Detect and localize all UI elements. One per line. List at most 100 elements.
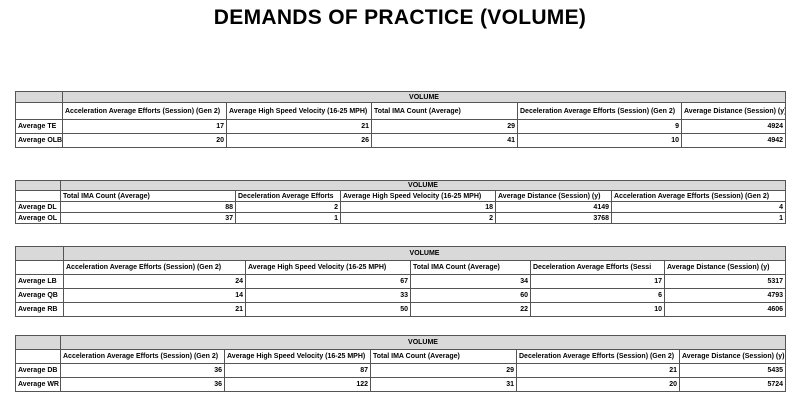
table-cell: 5724	[678, 377, 787, 392]
table-cell: 34	[410, 274, 531, 289]
column-header: Average High Speed Velocity (16-25 MPH)	[226, 102, 372, 120]
table-cell: 31	[370, 377, 517, 392]
column-header: Total IMA Count (Average)	[370, 349, 517, 364]
table-cell: 9	[517, 119, 682, 134]
table-cell: 1	[235, 212, 341, 224]
table-cell: 3768	[495, 212, 612, 224]
table-cell: 21	[516, 363, 680, 378]
column-header: Deceleration Average Efforts (Session) (…	[517, 102, 682, 120]
column-header: Acceleration Average Efforts (Session) (…	[63, 260, 246, 275]
table-spacer	[15, 180, 61, 191]
table-cell: 4793	[663, 288, 787, 303]
table-cell: 87	[224, 363, 371, 378]
table-caption: VOLUME	[59, 335, 787, 350]
column-header: Deceleration Average Efforts (Session) (…	[516, 349, 680, 364]
row-label: Average QB	[15, 288, 64, 303]
table-cell: 4149	[495, 201, 612, 213]
table-row: Average DL 88 2 18 4149 4	[15, 201, 787, 213]
table-cell: 4	[610, 201, 787, 213]
table-cell: 18	[340, 201, 496, 213]
table-cell: 88	[60, 201, 236, 213]
table-cell: 2	[235, 201, 341, 213]
table-spacer	[15, 335, 61, 350]
row-label: Average WR	[15, 377, 61, 392]
table-cell: 10	[530, 302, 665, 317]
header-corner	[15, 260, 64, 275]
column-header: Average High Speed Velocity (16-25 MPH)	[340, 190, 496, 202]
volume-table-lb-qb-rb: VOLUME Acceleration Average Efforts (Ses…	[15, 246, 787, 317]
table-spacer	[15, 91, 63, 103]
column-header: Deceleration Average Efforts	[235, 190, 341, 202]
header-corner	[15, 349, 61, 364]
column-header: Average Distance (Session) (y)	[495, 190, 612, 202]
table-spacer	[15, 246, 64, 261]
table-cell: 37	[60, 212, 236, 224]
table-cell: 29	[370, 363, 517, 378]
page-title: DEMANDS OF PRACTICE (VOLUME)	[213, 6, 587, 29]
column-header: Total IMA Count (Average)	[410, 260, 531, 275]
table-row: Average OL 37 1 2 3768 1	[15, 212, 787, 224]
table-cell: 33	[245, 288, 411, 303]
row-label: Average RB	[15, 302, 64, 317]
row-label: Average OL	[15, 212, 61, 224]
table-cell: 5435	[678, 363, 787, 378]
column-header: Average Distance (Session) (y)	[678, 349, 787, 364]
table-row: Average OLB 20 26 41 10 4942	[15, 133, 787, 148]
table-cell: 4606	[663, 302, 787, 317]
row-label: Average OLB	[15, 133, 63, 148]
column-header: Average High Speed Velocity (16-25 MPH)	[245, 260, 411, 275]
row-label: Average TE	[15, 119, 63, 134]
column-header: Average Distance (Session) (y)	[680, 102, 787, 120]
volume-table-dl-ol: VOLUME Total IMA Count (Average) Deceler…	[15, 180, 787, 224]
table-caption: VOLUME	[61, 91, 787, 103]
table-caption: VOLUME	[62, 246, 787, 261]
table-cell: 36	[60, 363, 225, 378]
table-row: Average TE 17 21 29 9 4924	[15, 119, 787, 134]
volume-table-db-wr: VOLUME Acceleration Average Efforts (Ses…	[15, 335, 787, 392]
table-row: Average WR 36 122 31 20 5724	[15, 377, 787, 392]
table-caption: VOLUME	[59, 180, 787, 191]
column-header: Deceleration Average Efforts (Sessi	[530, 260, 665, 275]
table-cell: 2	[340, 212, 496, 224]
table-cell: 22	[410, 302, 531, 317]
table-cell: 24	[63, 274, 246, 289]
table-cell: 60	[410, 288, 531, 303]
row-label: Average LB	[15, 274, 64, 289]
row-label: Average DL	[15, 201, 61, 213]
table-cell: 10	[517, 133, 682, 148]
table-cell: 17	[62, 119, 227, 134]
header-corner	[15, 102, 63, 120]
table-cell: 29	[371, 119, 518, 134]
table-cell: 20	[62, 133, 227, 148]
table-cell: 1	[610, 212, 787, 224]
table-cell: 41	[371, 133, 518, 148]
table-row: Average LB 24 67 34 17 5317	[15, 274, 787, 289]
table-row: Average QB 14 33 60 6 4793	[15, 288, 787, 303]
table-cell: 50	[245, 302, 411, 317]
column-header: Acceleration Average Efforts (Session) (…	[610, 190, 787, 202]
column-header: Total IMA Count (Average)	[60, 190, 236, 202]
table-cell: 6	[530, 288, 665, 303]
table-cell: 4942	[680, 133, 787, 148]
table-cell: 26	[226, 133, 372, 148]
column-header: Acceleration Average Efforts (Session) (…	[60, 349, 225, 364]
table-cell: 20	[516, 377, 680, 392]
table-cell: 4924	[680, 119, 787, 134]
row-label: Average DB	[15, 363, 61, 378]
column-header: Average High Speed Velocity (16-25 MPH)	[224, 349, 371, 364]
table-cell: 36	[60, 377, 225, 392]
table-cell: 14	[63, 288, 246, 303]
table-cell: 67	[245, 274, 411, 289]
header-corner	[15, 190, 61, 202]
table-row: Average RB 21 50 22 10 4606	[15, 302, 787, 317]
table-cell: 122	[224, 377, 371, 392]
volume-table-te-olb: VOLUME Acceleration Average Efforts (Ses…	[15, 91, 787, 148]
table-cell: 17	[530, 274, 665, 289]
table-cell: 5317	[663, 274, 787, 289]
column-header: Average Distance (Session) (y)	[663, 260, 787, 275]
column-header: Acceleration Average Efforts (Session) (…	[62, 102, 227, 120]
table-row: Average DB 36 87 29 21 5435	[15, 363, 787, 378]
table-cell: 21	[63, 302, 246, 317]
column-header: Total IMA Count (Average)	[371, 102, 518, 120]
table-cell: 21	[226, 119, 372, 134]
